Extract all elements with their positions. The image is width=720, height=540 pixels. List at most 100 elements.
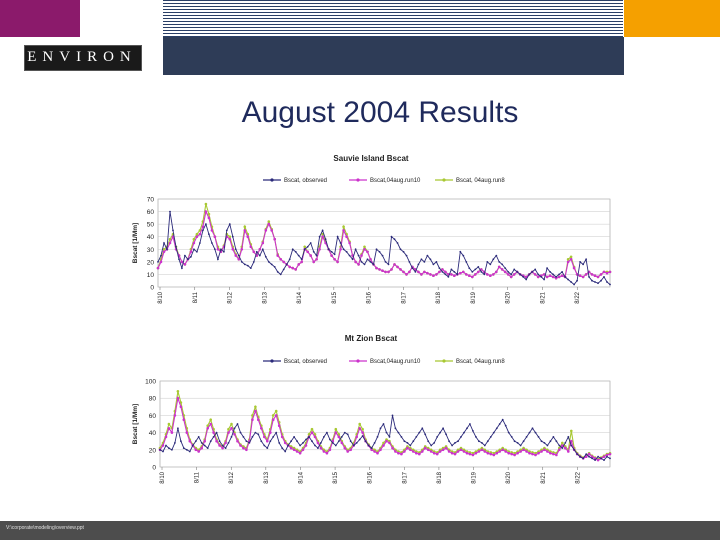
sauvie-series-0-point-4 — [169, 210, 171, 213]
sauvie-series-0-point-109 — [483, 273, 486, 276]
mtzion-series-0-point-35 — [263, 444, 266, 447]
sauvie-series-1-point-34 — [258, 248, 262, 251]
sauvie-series-0-point-54 — [318, 235, 321, 238]
sauvie-series-0-point-26 — [234, 248, 237, 251]
mtzion-series-0-point-96 — [445, 433, 447, 436]
mtzion-series-0-point-145 — [591, 457, 593, 460]
mtzion-series-0-point-147 — [597, 455, 599, 458]
mtzion-series-0-point-85 — [412, 440, 415, 443]
sauvie-series-2-point-69 — [363, 245, 366, 249]
mtzion-y-tick-label-0: 0 — [152, 465, 156, 472]
sauvie-series-0-point-43 — [285, 263, 288, 266]
sauvie-series-0-point-34 — [258, 254, 261, 257]
mtzion-series-1-point-5 — [173, 414, 177, 417]
sauvie-series-0-point-60 — [336, 235, 339, 238]
sauvie-series-1-point-30 — [246, 235, 250, 238]
sauvie-series-2-point-62 — [342, 225, 345, 228]
sauvie-series-0-point-28 — [240, 261, 243, 263]
mtzion-series-1-point-109 — [483, 450, 487, 453]
sauvie-series-0-point-86 — [414, 271, 417, 273]
mtzion-series-0-point-13 — [197, 436, 200, 438]
mtzion-series-1-point-6 — [176, 396, 180, 400]
sauvie-series-1-point-9 — [183, 263, 187, 266]
mtzion-series-0-point-129 — [543, 442, 546, 444]
sauvie-series-0-point-52 — [312, 250, 315, 253]
mtzion-series-0-point-40 — [278, 442, 281, 444]
sauvie-series-1-point-149 — [602, 270, 606, 274]
mtzion-series-1-point-45 — [292, 448, 296, 452]
mtzion-series-1-point-131 — [549, 451, 552, 455]
sauvie-series-0-point-97 — [447, 276, 450, 278]
sauvie-series-0-point-32 — [252, 261, 255, 263]
sauvie-series-1-point-102 — [462, 270, 465, 274]
mtzion-series-0-point-114 — [498, 423, 501, 425]
mtzion-series-0-point-64 — [349, 440, 352, 443]
mtzion-series-0-point-30 — [248, 442, 251, 444]
mtzion-series-2-point-105 — [471, 451, 475, 455]
sauvie-series-1-point-132 — [551, 275, 555, 279]
sauvie-series-0-point-74 — [378, 250, 381, 253]
sauvie-series-1-point-50 — [306, 250, 309, 254]
sauvie-series-0-point-72 — [372, 263, 375, 266]
mtzion-series-0-point-107 — [478, 440, 480, 443]
sauvie-series-1-point-70 — [366, 250, 369, 254]
sauvie-series-1-point-32 — [252, 250, 256, 254]
mtzion-series-0-point-20 — [218, 440, 221, 443]
mtzion-series-0-point-78 — [391, 414, 394, 417]
sauvie-series-0-point-147 — [597, 282, 599, 285]
mtzion-series-1-point-130 — [546, 450, 549, 453]
mtzion-title: Mt Zion Bscat — [345, 334, 398, 343]
mtzion-series-1-point-138 — [570, 439, 573, 443]
mtzion-series-0-point-125 — [531, 427, 534, 430]
sauvie-series-0-point-123 — [525, 278, 528, 281]
sauvie-series-1-point-139 — [572, 266, 576, 270]
sauvie-series-0-point-116 — [504, 267, 507, 269]
mtzion-series-1-point-39 — [274, 414, 278, 417]
sauvie-series-1-point-71 — [369, 258, 372, 261]
sauvie-series-0-point-113 — [495, 254, 498, 257]
sauvie-series-0-point-96 — [444, 273, 447, 276]
sauvie-series-0-point-92 — [432, 263, 435, 266]
sauvie-series-1-point-91 — [429, 273, 432, 276]
mtzion-series-0-point-65 — [352, 444, 355, 447]
sauvie-series-1-point-96 — [444, 270, 447, 274]
mtzion-series-0-point-74 — [379, 427, 382, 430]
mtzion-series-1-point-3 — [167, 427, 171, 430]
mtzion-series-1-point-144 — [587, 452, 591, 456]
mtzion-series-1-point-150 — [605, 453, 609, 457]
mtzion-series-1-point-31 — [251, 418, 254, 421]
mtzion-series-0-point-106 — [475, 436, 477, 438]
mtzion-series-0-point-137 — [567, 436, 570, 438]
mtzion-series-0-point-38 — [272, 436, 275, 438]
sauvie-x-tick-label-8: 8/18 — [436, 291, 442, 303]
sauvie-series-1-point-19 — [213, 235, 217, 238]
sauvie-series-1-point-41 — [279, 258, 282, 261]
mtzion-series-1-point-67 — [358, 427, 361, 430]
mtzion-series-2-point-32 — [254, 405, 257, 409]
sauvie-series-1-point-54 — [318, 248, 321, 251]
sauvie-series-2-point-4 — [168, 237, 172, 241]
sauvie-series-0-point-99 — [453, 271, 456, 273]
mtzion-series-0-point-1 — [162, 450, 164, 453]
sauvie-x-tick-label-10: 8/20 — [506, 291, 512, 303]
sauvie-series-0-point-24 — [228, 223, 231, 225]
sauvie-legend-marker-0 — [270, 178, 274, 182]
mtzion-series-0-point-77 — [388, 436, 391, 438]
mtzion-series-1-point-115 — [501, 448, 505, 452]
sauvie-series-1-point-79 — [393, 263, 396, 266]
sauvie-series-1-point-73 — [375, 266, 378, 270]
sauvie-series-0-point-29 — [243, 263, 246, 266]
mtzion-series-1-point-63 — [346, 450, 349, 453]
sauvie-series-0-point-128 — [540, 276, 543, 278]
sauvie-series-0-point-18 — [211, 242, 213, 244]
mtzion-series-1-point-38 — [271, 418, 275, 421]
sauvie-series-1-point-105 — [471, 275, 474, 279]
sauvie-series-0-point-122 — [522, 276, 525, 278]
mtzion-series-0-point-18 — [212, 436, 215, 438]
sauvie-series-0-point-135 — [561, 271, 563, 273]
mtzion-series-0-point-51 — [311, 440, 313, 443]
mtzion-series-0-point-66 — [355, 442, 358, 444]
mtzion-series-1-point-35 — [263, 435, 266, 439]
sauvie-series-0-point-84 — [408, 261, 411, 263]
mtzion-series-0-point-150 — [606, 455, 608, 458]
